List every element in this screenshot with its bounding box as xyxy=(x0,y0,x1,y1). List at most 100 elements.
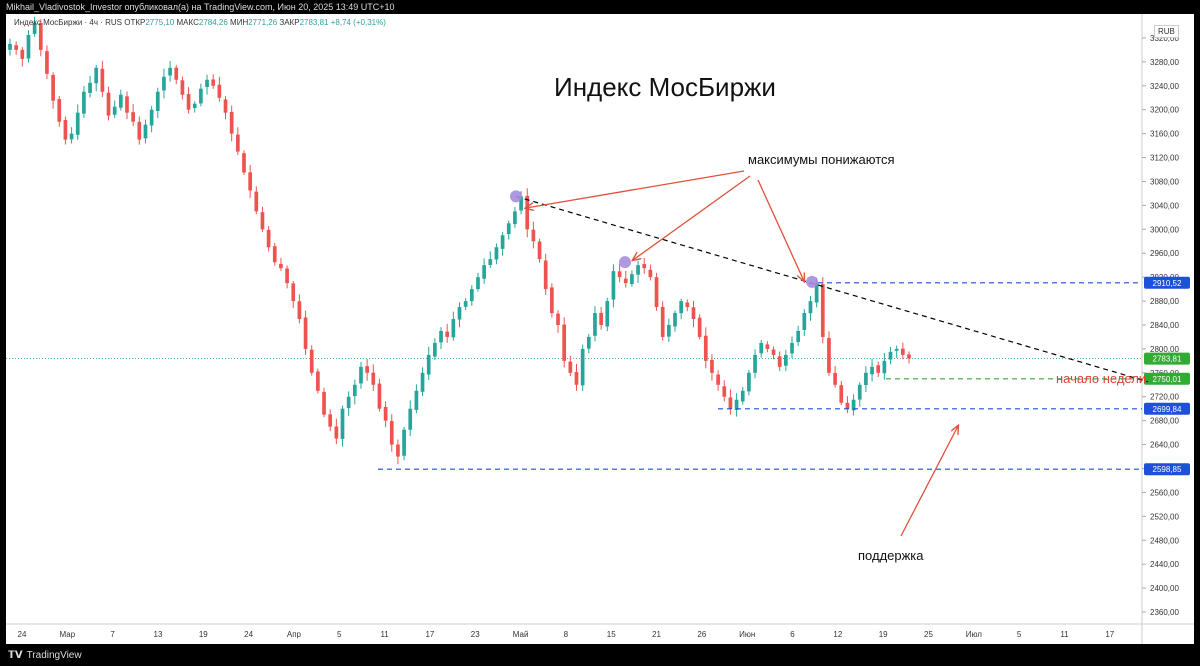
candle xyxy=(168,60,172,82)
x-tick-label: 23 xyxy=(471,630,480,639)
candle-body xyxy=(623,278,628,284)
annotation-arrow xyxy=(900,426,958,537)
y-tick-label: 3240,00 xyxy=(1150,82,1179,91)
candle xyxy=(648,264,653,281)
candle-body xyxy=(199,88,203,104)
candle-body xyxy=(340,408,345,439)
candle-body xyxy=(802,313,807,330)
candle xyxy=(94,64,99,92)
candle xyxy=(291,280,296,308)
candle xyxy=(894,345,899,359)
candle xyxy=(882,353,887,380)
candle xyxy=(870,358,874,382)
candle xyxy=(414,384,419,414)
x-tick-label: 19 xyxy=(879,630,888,639)
candle xyxy=(747,370,751,396)
candle xyxy=(907,351,911,364)
published-by-bar: Mikhail_Vladivostok_Investor опубликовал… xyxy=(0,0,1200,14)
currency-badge[interactable]: RUB xyxy=(1154,25,1179,38)
candle xyxy=(580,344,585,392)
low-value: 2771,26 xyxy=(248,18,278,27)
candle xyxy=(851,394,856,416)
candle xyxy=(605,297,610,332)
annotation-week-start: начало недели xyxy=(1056,371,1147,386)
candle xyxy=(574,363,579,391)
candle-body xyxy=(389,421,394,445)
candle xyxy=(568,355,573,377)
candle-body xyxy=(322,391,326,415)
candle xyxy=(88,75,92,98)
candle xyxy=(45,45,49,80)
candle xyxy=(155,87,160,118)
y-tick-label: 2400,00 xyxy=(1150,584,1179,593)
x-tick-label: Июл xyxy=(966,630,983,639)
candle xyxy=(365,359,369,381)
candle xyxy=(217,76,222,102)
candle xyxy=(38,19,43,57)
candle-body xyxy=(346,396,351,409)
open-value: 2775,10 xyxy=(145,18,175,27)
chart-area[interactable]: 3320,00 3280,00 3240,00 3200,00 3160,00 3120,… xyxy=(6,14,1194,644)
candle xyxy=(192,101,197,113)
candle xyxy=(439,327,443,350)
candle xyxy=(500,232,505,256)
candle-body xyxy=(235,134,240,152)
candle-body xyxy=(396,444,400,457)
y-tick-label: 2680,00 xyxy=(1150,417,1179,426)
high-marker xyxy=(619,256,631,269)
level-price-label: 2750,01 xyxy=(1153,375,1182,384)
candle xyxy=(235,127,240,155)
candle xyxy=(100,61,105,97)
candle-body xyxy=(260,212,265,230)
candle xyxy=(593,306,597,342)
candle-body xyxy=(820,284,825,337)
candle xyxy=(149,105,154,133)
candle-body xyxy=(900,348,905,355)
y-tick-label: 3080,00 xyxy=(1150,177,1179,186)
candle-body xyxy=(482,265,486,279)
x-tick-label: 8 xyxy=(564,630,569,639)
candle xyxy=(469,285,474,306)
y-tick-label: 2520,00 xyxy=(1150,512,1179,521)
candle-body xyxy=(667,324,671,337)
y-tick-label: 2960,00 xyxy=(1150,249,1179,258)
level-price-label: 2598,85 xyxy=(1153,465,1182,474)
candle-body xyxy=(537,241,542,260)
candle xyxy=(697,314,702,340)
level-price-label: 2699,84 xyxy=(1153,405,1182,414)
candle-body xyxy=(174,67,179,80)
candle xyxy=(777,351,782,372)
candle-body xyxy=(833,372,837,385)
candle xyxy=(63,116,68,145)
candle xyxy=(242,150,246,175)
candle-body xyxy=(352,384,357,397)
candle-body xyxy=(753,354,757,373)
high-value: 2784,26 xyxy=(198,18,228,27)
candle xyxy=(796,325,801,346)
y-tick-label: 2840,00 xyxy=(1150,321,1179,330)
candle xyxy=(728,389,733,415)
candle-body xyxy=(82,91,86,114)
candle-body xyxy=(223,99,228,113)
candlestick-chart[interactable]: 3320,00 3280,00 3240,00 3200,00 3160,00 3120,… xyxy=(6,14,1194,644)
low-label: МИН xyxy=(230,18,249,27)
candle-body xyxy=(426,354,431,375)
candle-body xyxy=(14,45,19,50)
candle-body xyxy=(790,342,794,354)
candle-body xyxy=(808,301,813,314)
candle-body xyxy=(642,264,647,269)
level-price-tag xyxy=(1144,276,1190,289)
candle xyxy=(482,258,486,284)
change-value: +8,74 (+0,31%) xyxy=(330,18,386,27)
candle-body xyxy=(574,372,579,385)
candle-body xyxy=(771,349,776,355)
candle-body xyxy=(162,76,166,91)
candle-body xyxy=(488,259,493,265)
candle-body xyxy=(722,386,727,397)
candle-body xyxy=(630,274,634,285)
candle-body xyxy=(32,22,37,34)
candle-body xyxy=(51,74,55,101)
candle xyxy=(162,68,166,99)
candle xyxy=(623,270,628,288)
y-tick-label: 3000,00 xyxy=(1150,225,1179,234)
